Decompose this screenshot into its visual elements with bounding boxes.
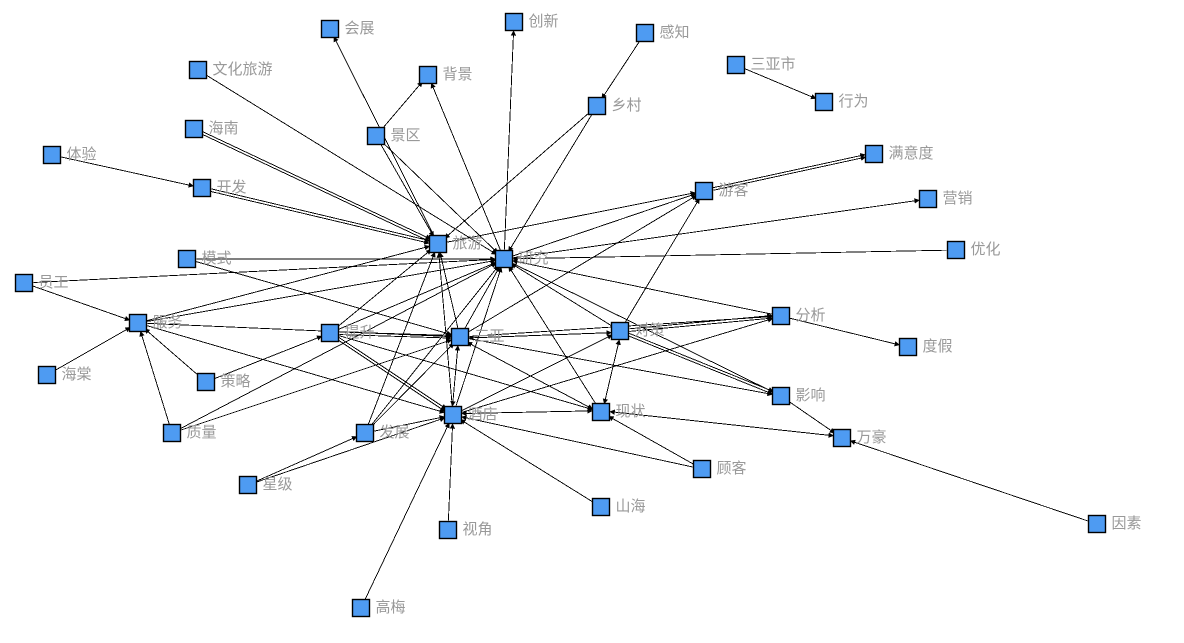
svg-text:游客: 游客 bbox=[719, 182, 749, 199]
svg-text:海棠: 海棠 bbox=[62, 366, 92, 383]
svg-text:星级: 星级 bbox=[263, 476, 293, 493]
svg-text:策略: 策略 bbox=[221, 373, 251, 390]
svg-text:旅游: 旅游 bbox=[453, 235, 483, 252]
svg-text:营销: 营销 bbox=[943, 190, 973, 207]
svg-text:研究: 研究 bbox=[519, 250, 549, 267]
svg-text:乡村: 乡村 bbox=[612, 97, 642, 114]
svg-text:满意度: 满意度 bbox=[889, 144, 934, 162]
svg-text:高梅: 高梅 bbox=[376, 599, 406, 616]
svg-text:海南: 海南 bbox=[209, 120, 239, 137]
svg-text:背景: 背景 bbox=[443, 66, 473, 83]
svg-text:酒店: 酒店 bbox=[468, 406, 498, 423]
svg-text:现状: 现状 bbox=[616, 403, 646, 420]
svg-text:分析: 分析 bbox=[796, 307, 826, 324]
svg-text:服务: 服务 bbox=[153, 314, 183, 331]
svg-text:优化: 优化 bbox=[971, 241, 1001, 258]
svg-text:开发: 开发 bbox=[217, 179, 247, 196]
svg-text:体验: 体验 bbox=[67, 146, 97, 163]
svg-text:三亚: 三亚 bbox=[475, 328, 505, 345]
svg-text:因素: 因素 bbox=[1112, 515, 1142, 532]
svg-text:视角: 视角 bbox=[463, 521, 493, 538]
svg-text:顾客: 顾客 bbox=[717, 460, 747, 477]
svg-text:文化旅游: 文化旅游 bbox=[213, 61, 273, 78]
svg-text:影响: 影响 bbox=[796, 387, 826, 404]
svg-text:提升: 提升 bbox=[345, 324, 375, 341]
svg-text:员工: 员工 bbox=[39, 274, 69, 291]
svg-text:山海: 山海 bbox=[616, 498, 646, 515]
svg-text:三亚市: 三亚市 bbox=[751, 56, 796, 73]
svg-text:感知: 感知 bbox=[660, 24, 690, 41]
svg-text:度假: 度假 bbox=[923, 338, 953, 355]
svg-text:会展: 会展 bbox=[345, 20, 375, 37]
svg-text:行为: 行为 bbox=[839, 93, 869, 110]
svg-text:对策: 对策 bbox=[635, 322, 665, 339]
svg-text:发展: 发展 bbox=[380, 424, 410, 441]
svg-text:创新: 创新 bbox=[529, 13, 559, 30]
svg-text:景区: 景区 bbox=[391, 127, 421, 144]
svg-text:质量: 质量 bbox=[187, 424, 217, 441]
svg-text:模式: 模式 bbox=[202, 250, 232, 267]
svg-text:万豪: 万豪 bbox=[857, 428, 887, 446]
